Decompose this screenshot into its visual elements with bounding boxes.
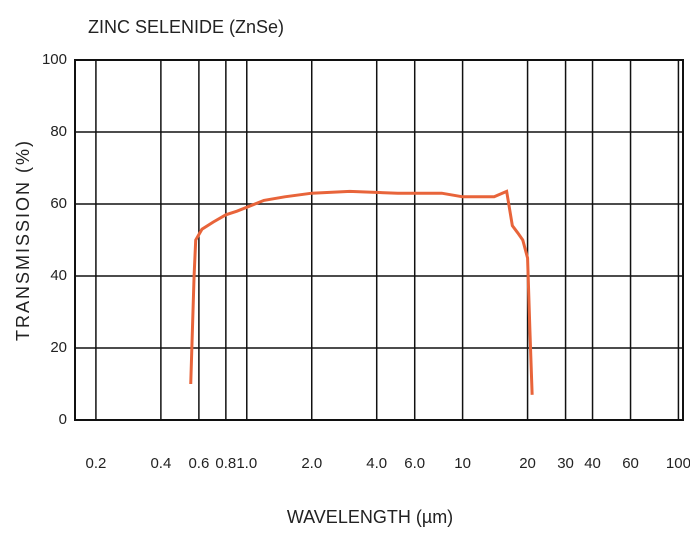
x-tick-label: 60 bbox=[622, 455, 639, 472]
x-tick-label: 40 bbox=[584, 455, 601, 472]
x-tick-label: 6.0 bbox=[404, 455, 425, 472]
x-tick-label: 10 bbox=[454, 455, 471, 472]
x-tick-label: 100 bbox=[666, 455, 690, 472]
x-tick-label: 0.4 bbox=[150, 455, 171, 472]
x-tick-label: 20 bbox=[519, 455, 536, 472]
y-tick-label: 40 bbox=[50, 267, 67, 284]
x-tick-label: 0.6 bbox=[188, 455, 209, 472]
y-tick-label: 100 bbox=[42, 51, 67, 68]
x-axis-label: WAVELENGTH (µm) bbox=[287, 507, 453, 527]
x-tick-label: 0.8 bbox=[215, 455, 236, 472]
x-tick-label: 2.0 bbox=[301, 455, 322, 472]
x-tick-label: 4.0 bbox=[366, 455, 387, 472]
y-axis-label: TRANSMISSION (%) bbox=[13, 139, 33, 341]
x-tick-label: 1.0 bbox=[236, 455, 257, 472]
x-tick-label: 0.2 bbox=[85, 455, 106, 472]
y-tick-label: 20 bbox=[50, 339, 67, 356]
x-tick-label: 30 bbox=[557, 455, 574, 472]
chart: ZINC SELENIDE (ZnSe) WAVELENGTH (µm) TRA… bbox=[0, 0, 690, 536]
y-tick-label: 60 bbox=[50, 195, 67, 212]
data-line bbox=[191, 191, 532, 394]
y-tick-label: 80 bbox=[50, 123, 67, 140]
y-tick-label: 0 bbox=[59, 411, 67, 428]
chart-title: ZINC SELENIDE (ZnSe) bbox=[88, 17, 284, 37]
